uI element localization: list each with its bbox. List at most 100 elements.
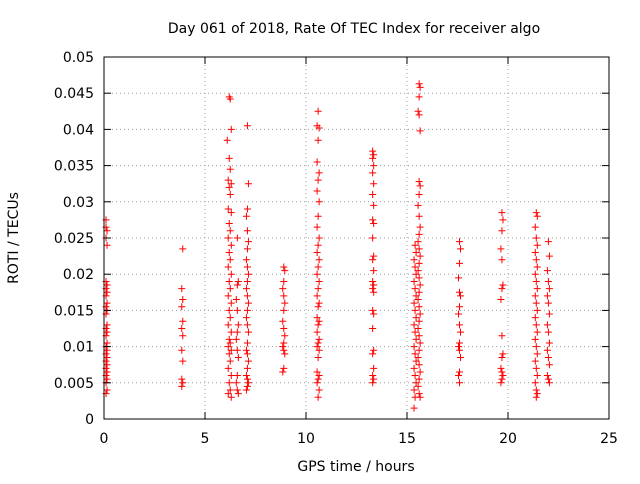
data-point bbox=[415, 303, 423, 311]
data-point bbox=[225, 335, 233, 343]
data-point bbox=[234, 321, 242, 329]
data-point bbox=[416, 393, 424, 401]
data-point bbox=[544, 353, 552, 361]
chart-title: Day 061 of 2018, Rate Of TEC Index for r… bbox=[168, 21, 540, 37]
data-point bbox=[410, 277, 418, 285]
data-point bbox=[226, 357, 234, 365]
data-point bbox=[369, 277, 377, 285]
data-point bbox=[281, 299, 289, 307]
data-point bbox=[232, 296, 240, 304]
data-point bbox=[533, 306, 541, 314]
data-point bbox=[416, 310, 424, 318]
data-point bbox=[225, 220, 233, 228]
data-point bbox=[545, 310, 553, 318]
data-point bbox=[234, 390, 242, 398]
data-point bbox=[498, 256, 506, 264]
y-tick-label: 0.015 bbox=[54, 303, 94, 319]
data-point bbox=[226, 314, 234, 322]
data-point bbox=[314, 263, 322, 271]
data-point bbox=[411, 263, 419, 271]
data-point bbox=[370, 364, 378, 372]
data-point bbox=[243, 364, 251, 372]
data-point bbox=[243, 245, 251, 253]
data-point bbox=[543, 321, 551, 329]
data-point bbox=[410, 256, 418, 264]
y-axis-label: ROTI / TECUs bbox=[6, 192, 22, 284]
data-point bbox=[224, 364, 232, 372]
x-axis-label: GPS time / hours bbox=[297, 459, 414, 475]
data-point bbox=[315, 317, 323, 325]
data-point bbox=[456, 346, 464, 354]
data-point bbox=[179, 332, 187, 340]
data-point bbox=[315, 372, 323, 380]
data-point bbox=[103, 346, 111, 354]
data-point bbox=[410, 321, 418, 329]
y-tick-label: 0.02 bbox=[63, 267, 94, 283]
y-tick-label: 0.025 bbox=[54, 231, 94, 247]
grid-lines bbox=[104, 57, 609, 419]
data-point bbox=[416, 281, 424, 289]
data-point bbox=[544, 328, 552, 336]
data-point bbox=[414, 238, 422, 246]
data-point bbox=[369, 325, 377, 332]
data-point bbox=[411, 350, 419, 358]
data-point bbox=[227, 393, 235, 401]
data-point bbox=[370, 162, 378, 170]
data-point bbox=[313, 343, 321, 351]
data-point bbox=[416, 368, 424, 376]
data-point bbox=[179, 357, 187, 365]
data-point bbox=[369, 191, 377, 199]
data-point bbox=[415, 80, 423, 88]
data-point bbox=[226, 339, 234, 347]
data-point bbox=[499, 281, 507, 289]
data-point bbox=[103, 375, 111, 383]
data-point bbox=[242, 386, 250, 394]
x-tick-label: 0 bbox=[100, 431, 109, 447]
data-point bbox=[416, 83, 424, 91]
data-point bbox=[369, 147, 377, 155]
data-point bbox=[314, 339, 322, 347]
data-point bbox=[244, 299, 252, 307]
data-point bbox=[531, 248, 539, 256]
data-point bbox=[242, 314, 250, 322]
data-point bbox=[543, 267, 551, 275]
data-point bbox=[315, 124, 323, 132]
y-tick-label: 0.035 bbox=[54, 159, 94, 175]
data-point bbox=[456, 288, 464, 296]
data-point bbox=[544, 238, 552, 246]
data-point bbox=[313, 223, 321, 231]
data-point bbox=[233, 306, 241, 314]
data-point bbox=[227, 209, 235, 217]
data-point bbox=[103, 281, 111, 289]
data-point bbox=[411, 372, 419, 380]
data-point bbox=[178, 382, 186, 390]
x-axis-ticks: 0 5 10 15 20 25 bbox=[100, 57, 618, 447]
data-point bbox=[412, 270, 420, 278]
data-point bbox=[315, 335, 323, 343]
data-point bbox=[411, 328, 419, 336]
data-point bbox=[545, 285, 553, 293]
data-point bbox=[533, 372, 541, 380]
data-point bbox=[243, 263, 251, 271]
data-point bbox=[497, 379, 505, 387]
data-point bbox=[545, 379, 553, 387]
data-point bbox=[415, 230, 423, 238]
data-point bbox=[314, 321, 322, 329]
data-point bbox=[233, 386, 241, 394]
data-point bbox=[244, 328, 252, 336]
data-point bbox=[532, 343, 540, 351]
data-point bbox=[178, 325, 186, 332]
data-point bbox=[497, 245, 505, 253]
data-point bbox=[314, 285, 322, 293]
data-point bbox=[314, 107, 322, 115]
x-tick-label: 20 bbox=[499, 431, 517, 447]
data-point bbox=[225, 379, 233, 387]
data-point bbox=[103, 227, 111, 235]
data-point bbox=[225, 350, 233, 358]
data-point bbox=[225, 154, 233, 162]
data-point bbox=[545, 361, 553, 369]
data-point bbox=[414, 267, 422, 275]
data-point bbox=[313, 270, 321, 278]
